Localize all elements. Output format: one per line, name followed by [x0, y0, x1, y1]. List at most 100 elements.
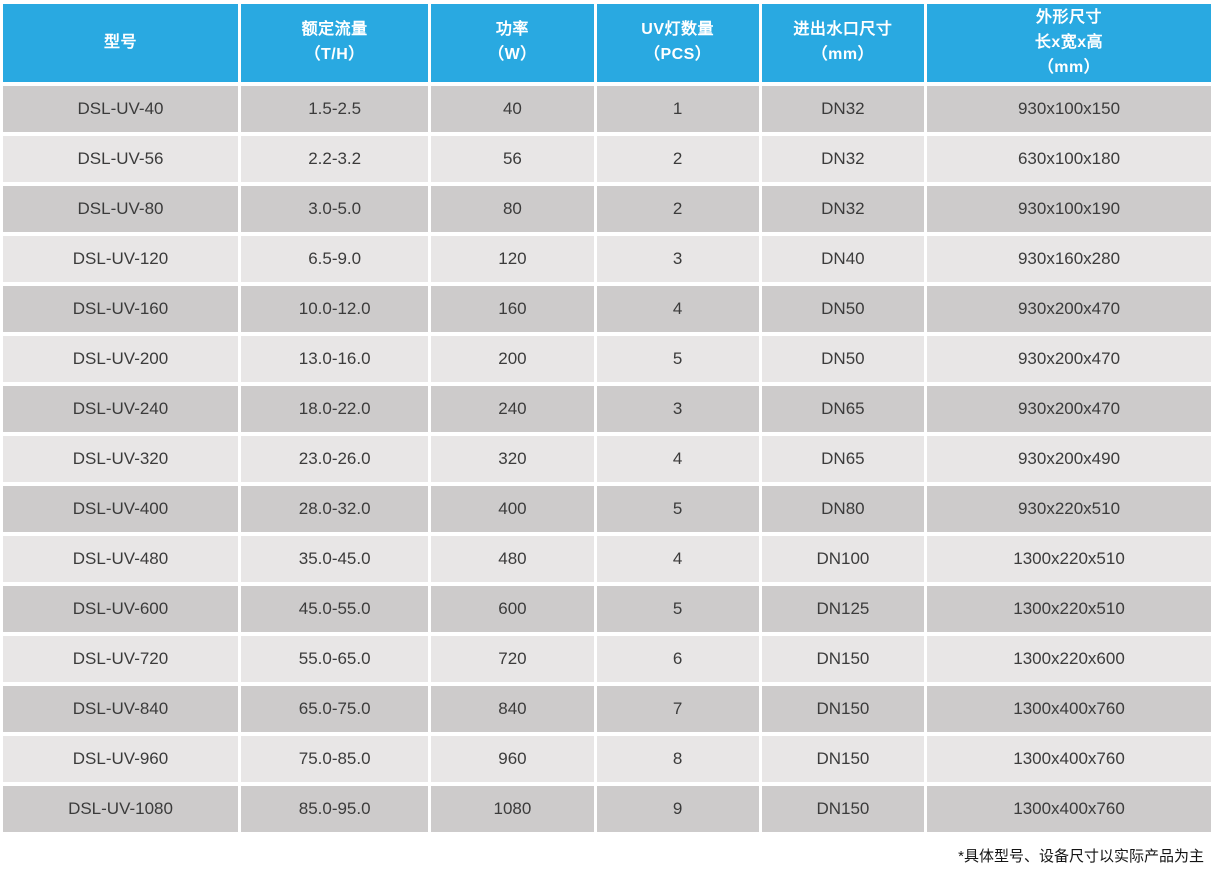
footnote: *具体型号、设备尺寸以实际产品为主: [958, 848, 1204, 866]
table-row: DSL-UV-960 75.0-85.0 960 8 DN150 1300x400x760: [3, 736, 1211, 783]
table-cell: 5: [596, 486, 759, 533]
table-row: DSL-UV-720 55.0-65.0 720 6 DN150 1300x220x600: [3, 636, 1211, 683]
table-cell: 630x100x180: [927, 136, 1211, 183]
table-cell: DSL-UV-1080: [3, 786, 239, 833]
table-cell: 5: [596, 586, 759, 633]
table-row: DSL-UV-480 35.0-45.0 480 4 DN100 1300x220x510: [3, 536, 1211, 583]
table-cell: DSL-UV-56: [3, 136, 239, 183]
table-body: DSL-UV-40 1.5-2.5 40 1 DN32 930x100x150 DSL-UV…: [3, 86, 1211, 833]
table-cell: 80: [431, 186, 594, 233]
table-cell: 8: [596, 736, 759, 783]
table-cell: DSL-UV-480: [3, 536, 239, 583]
table-cell: 160: [431, 286, 594, 333]
table-cell: 930x100x150: [927, 86, 1211, 133]
table-cell: DSL-UV-600: [3, 586, 239, 633]
header-cell-uv-lamp-qty: UV灯数量 （PCS）: [596, 4, 759, 83]
table-cell: 840: [431, 686, 594, 733]
table-cell: DSL-UV-960: [3, 736, 239, 783]
table-cell: 1.5-2.5: [241, 86, 429, 133]
table-cell: 3.0-5.0: [241, 186, 429, 233]
table-cell: DN150: [761, 786, 925, 833]
table-cell: 5: [596, 336, 759, 383]
table-cell: 55.0-65.0: [241, 636, 429, 683]
table-cell: DN50: [761, 336, 925, 383]
table-cell: 4: [596, 536, 759, 583]
table-cell: 28.0-32.0: [241, 486, 429, 533]
table-cell: 930x200x470: [927, 286, 1211, 333]
spec-table: 型号 额定流量 （T/H） 功率 （W） UV灯数量 （PCS） 进出水口尺寸 …: [3, 4, 1211, 833]
table-cell: 2.2-3.2: [241, 136, 429, 183]
table-cell: 65.0-75.0: [241, 686, 429, 733]
table-cell: 1: [596, 86, 759, 133]
table-cell: 7: [596, 686, 759, 733]
table-cell: DSL-UV-720: [3, 636, 239, 683]
table-row: DSL-UV-600 45.0-55.0 600 5 DN125 1300x220x510: [3, 586, 1211, 633]
table-cell: DSL-UV-120: [3, 236, 239, 283]
table-row: DSL-UV-1080 85.0-95.0 1080 9 DN150 1300x400x7…: [3, 786, 1211, 833]
table-cell: 1300x220x510: [927, 536, 1211, 583]
table-cell: 4: [596, 436, 759, 483]
table-header: 型号 额定流量 （T/H） 功率 （W） UV灯数量 （PCS） 进出水口尺寸 …: [3, 4, 1211, 83]
table-cell: DSL-UV-320: [3, 436, 239, 483]
table-cell: 75.0-85.0: [241, 736, 429, 783]
header-cell-model: 型号: [3, 4, 239, 83]
header-cell-rated-flow: 额定流量 （T/H）: [241, 4, 429, 83]
table-cell: 35.0-45.0: [241, 536, 429, 583]
table-cell: 40: [431, 86, 594, 133]
table-row: DSL-UV-200 13.0-16.0 200 5 DN50 930x200x470: [3, 336, 1211, 383]
table-cell: 720: [431, 636, 594, 683]
table-cell: 3: [596, 386, 759, 433]
table-cell: DN150: [761, 686, 925, 733]
table-row: DSL-UV-160 10.0-12.0 160 4 DN50 930x200x470: [3, 286, 1211, 333]
table-cell: DN32: [761, 86, 925, 133]
table-row: DSL-UV-240 18.0-22.0 240 3 DN65 930x200x470: [3, 386, 1211, 433]
table-row: DSL-UV-400 28.0-32.0 400 5 DN80 930x220x510: [3, 486, 1211, 533]
table-cell: DN32: [761, 186, 925, 233]
table-cell: 930x220x510: [927, 486, 1211, 533]
table-cell: DSL-UV-240: [3, 386, 239, 433]
table-cell: 400: [431, 486, 594, 533]
table-cell: 56: [431, 136, 594, 183]
table-cell: 1300x220x510: [927, 586, 1211, 633]
table-cell: DN150: [761, 636, 925, 683]
table-row: DSL-UV-840 65.0-75.0 840 7 DN150 1300x400x760: [3, 686, 1211, 733]
header-cell-dimensions: 外形尺寸 长x宽x高 （mm）: [927, 4, 1211, 83]
table-cell: 10.0-12.0: [241, 286, 429, 333]
table-cell: 45.0-55.0: [241, 586, 429, 633]
table-cell: 2: [596, 186, 759, 233]
table-cell: 18.0-22.0: [241, 386, 429, 433]
table-cell: DN100: [761, 536, 925, 583]
table-cell: 4: [596, 286, 759, 333]
table-cell: 960: [431, 736, 594, 783]
table-row: DSL-UV-80 3.0-5.0 80 2 DN32 930x100x190: [3, 186, 1211, 233]
table-cell: DN65: [761, 436, 925, 483]
table-cell: DSL-UV-400: [3, 486, 239, 533]
table-cell: 85.0-95.0: [241, 786, 429, 833]
table-cell: 13.0-16.0: [241, 336, 429, 383]
table-cell: 930x200x470: [927, 386, 1211, 433]
table-cell: 1300x400x760: [927, 686, 1211, 733]
table-cell: DN80: [761, 486, 925, 533]
table-cell: DSL-UV-40: [3, 86, 239, 133]
table-cell: 6.5-9.0: [241, 236, 429, 283]
table-cell: 1080: [431, 786, 594, 833]
table-cell: 480: [431, 536, 594, 583]
table-row: DSL-UV-120 6.5-9.0 120 3 DN40 930x160x280: [3, 236, 1211, 283]
table-cell: 6: [596, 636, 759, 683]
header-cell-power: 功率 （W）: [431, 4, 594, 83]
table-cell: 930x200x490: [927, 436, 1211, 483]
table-cell: 3: [596, 236, 759, 283]
table-cell: 120: [431, 236, 594, 283]
table-cell: 9: [596, 786, 759, 833]
table-cell: DN65: [761, 386, 925, 433]
table-cell: 930x100x190: [927, 186, 1211, 233]
table-cell: DSL-UV-200: [3, 336, 239, 383]
table-cell: 23.0-26.0: [241, 436, 429, 483]
table-cell: 1300x400x760: [927, 736, 1211, 783]
table-cell: 600: [431, 586, 594, 633]
table-cell: DSL-UV-840: [3, 686, 239, 733]
table-cell: 200: [431, 336, 594, 383]
header-cell-port-size: 进出水口尺寸 （mm）: [761, 4, 925, 83]
table-cell: 1300x220x600: [927, 636, 1211, 683]
